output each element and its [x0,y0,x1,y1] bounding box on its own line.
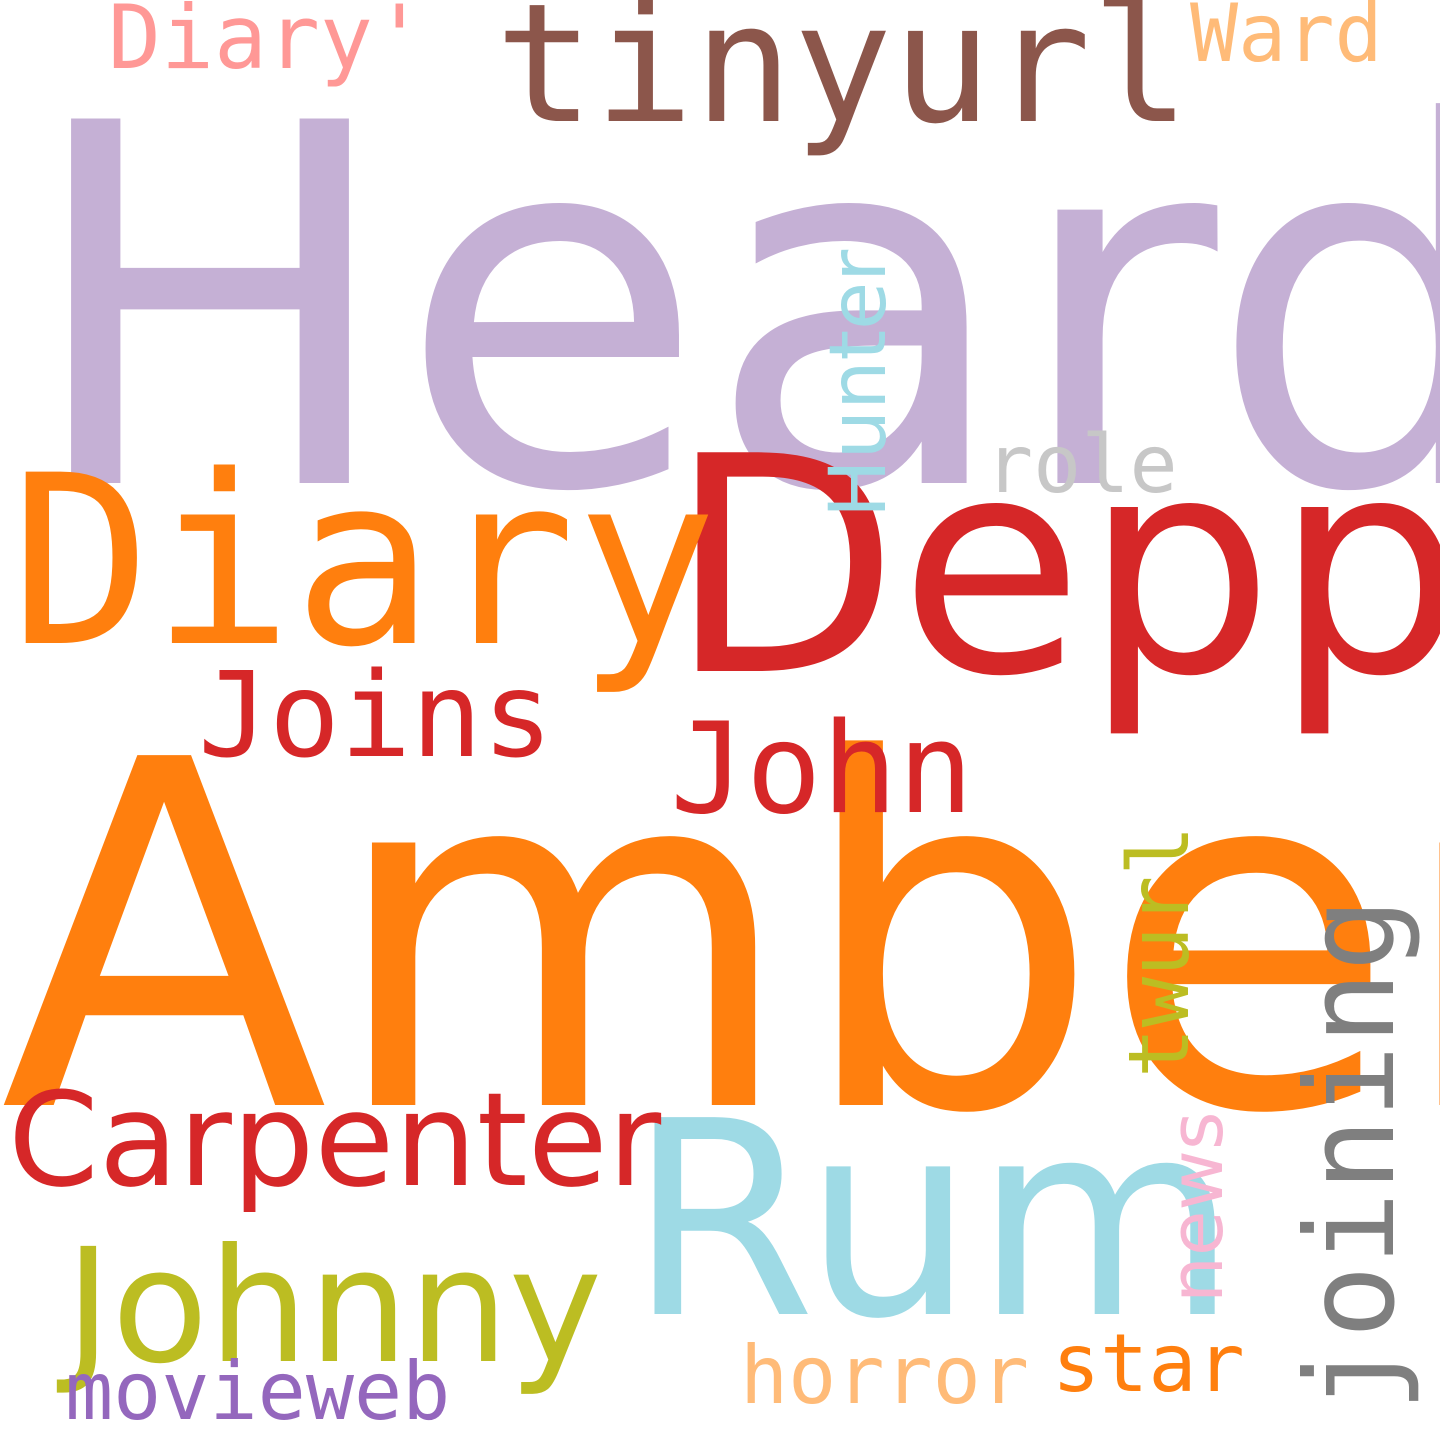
word-johnny: Johnny [65,1215,603,1399]
word-heard: Heard [22,19,1440,601]
word-movieweb: movieweb [65,1345,451,1438]
word-horror: horror [740,1329,1029,1422]
word-joins: Joins [198,646,554,784]
word-depp: Depp [668,393,1440,742]
word-star: star [1052,1317,1245,1410]
word-diary-quote: Diary' [108,0,426,89]
word-rum: Rum [628,1063,1238,1378]
word-joining: joining [1280,897,1422,1412]
word-news: news [1154,1111,1240,1303]
word-carpenter: Carpenter [8,1064,662,1216]
word-diary: Diary [10,426,718,699]
word-amber: Amber [0,660,1440,1219]
word-role: role [985,418,1178,511]
word-john: John [670,695,974,842]
word-hunter: Hunter [814,249,904,518]
word-twurl: twurl [1110,825,1208,1078]
word-tinyurl: tinyurl [495,0,1191,160]
word-ward: Ward [1190,0,1383,80]
